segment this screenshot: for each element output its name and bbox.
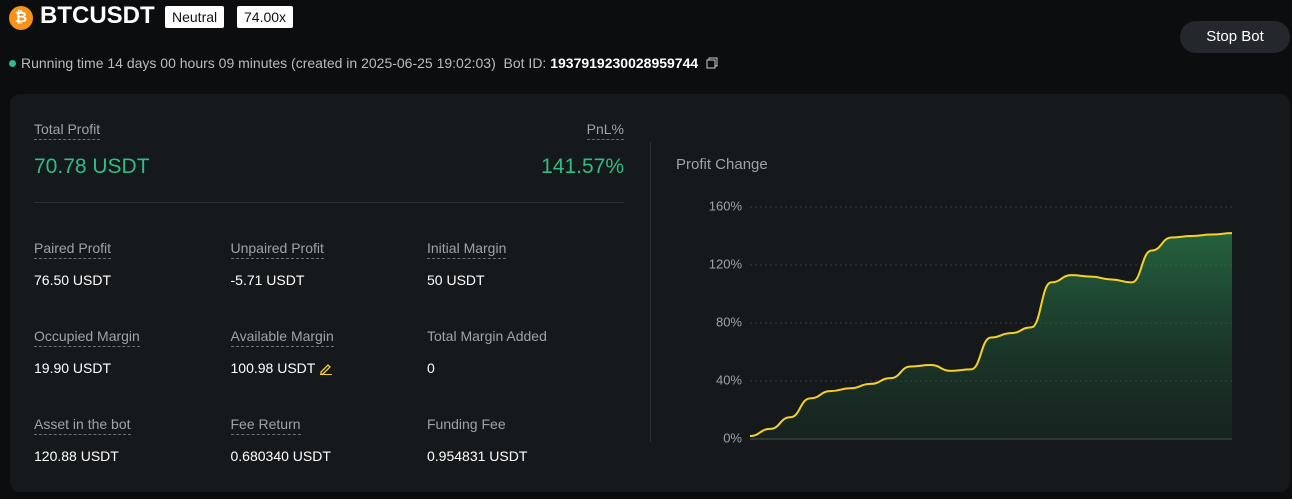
stat-label: Available Margin [230,328,334,347]
stat-label: Funding Fee [427,416,506,432]
stat-value-text: 120.88 USDT [34,448,119,464]
pnl: 141.57% [541,155,624,178]
stat-value-text: 76.50 USDT [34,272,112,288]
status-dot [9,60,16,67]
stat-label: Total Margin Added [427,328,547,344]
stat-value-text: -5.71 USDT [230,272,305,288]
stat-label: Asset in the bot [34,416,131,435]
total-profit-label: Total Profit [34,121,101,140]
stat-value-text: 19.90 USDT [34,360,112,376]
stat-label-wrap: Available Margin [230,328,334,347]
stat-value: 0 [427,360,435,376]
stat-value-text: 0.680340 USDT [230,448,331,464]
stop-bot-button[interactable]: Stop Bot [1180,21,1290,53]
separator [34,202,624,203]
stat-value-text: 0 [427,360,435,376]
stat-value: 76.50 USDT [34,272,111,288]
stat-label-wrap: Occupied Margin [34,328,140,347]
area [750,233,1232,439]
y-tick-label: 80% [716,314,742,329]
stat-value: 0.954831 USDT [427,448,527,464]
stat-label-wrap: Asset in the bot [34,416,131,435]
stat-label-wrap: Unpaired Profit [230,240,324,259]
line [749,232,1233,438]
chart-title: Profit Change [676,156,768,173]
bot-id: 1937919230028959744 [550,55,699,71]
stat-value: 50 USDT [427,272,485,288]
edit-icon[interactable] [319,361,333,375]
stat-label-wrap: Total Margin Added [427,328,547,344]
stat-value-text: 100.98 USDT [230,360,316,376]
stat-value: 0.680340 USDT [231,448,331,464]
stat-label: Occupied Margin [34,328,140,347]
y-tick-label: 40% [716,372,742,387]
stat-label-wrap: Fee Return [230,416,301,435]
y-tick-label: 0% [723,430,742,445]
stat-value-text: 0.954831 USDT [427,448,528,464]
stat-value: -5.71 USDT [231,272,305,288]
stat-value: 120.88 USDT [34,448,119,464]
stat-label: Paired Profit [34,240,112,259]
bot-id-label: Bot ID: [503,55,547,71]
stat-label: Fee Return [230,416,301,435]
stat-value: 100.98 USDT [231,360,334,376]
stat-label-wrap: Funding Fee [427,416,506,432]
symbol: BTCUSDT [40,2,155,29]
chart: 0% 40% 80% 120% 160% [709,198,1233,445]
status-line: Running time 14 days 00 hours 09 minutes… [9,55,718,71]
stat-label-wrap: Initial Margin [427,240,507,259]
leverage-tag: 74.00x [237,6,294,28]
stat-label: Unpaired Profit [230,240,324,259]
stat-label: Initial Margin [427,240,507,259]
y-tick-label: 160% [709,198,743,213]
copy-icon[interactable] [706,57,718,69]
y-tick-label: 120% [709,256,743,271]
total-profit: 70.78 USDT [34,155,150,178]
stat-value: 19.90 USDT [34,360,111,376]
mode-tag: Neutral [165,6,225,28]
coin-logo: ₿ [9,6,33,30]
running-time: Running time 14 days 00 hours 09 minutes… [21,55,496,71]
separator [650,142,651,442]
stat-value-text: 50 USDT [427,272,485,288]
stat-label-wrap: Paired Profit [34,240,112,259]
pnl-label: PnL% [586,121,624,140]
